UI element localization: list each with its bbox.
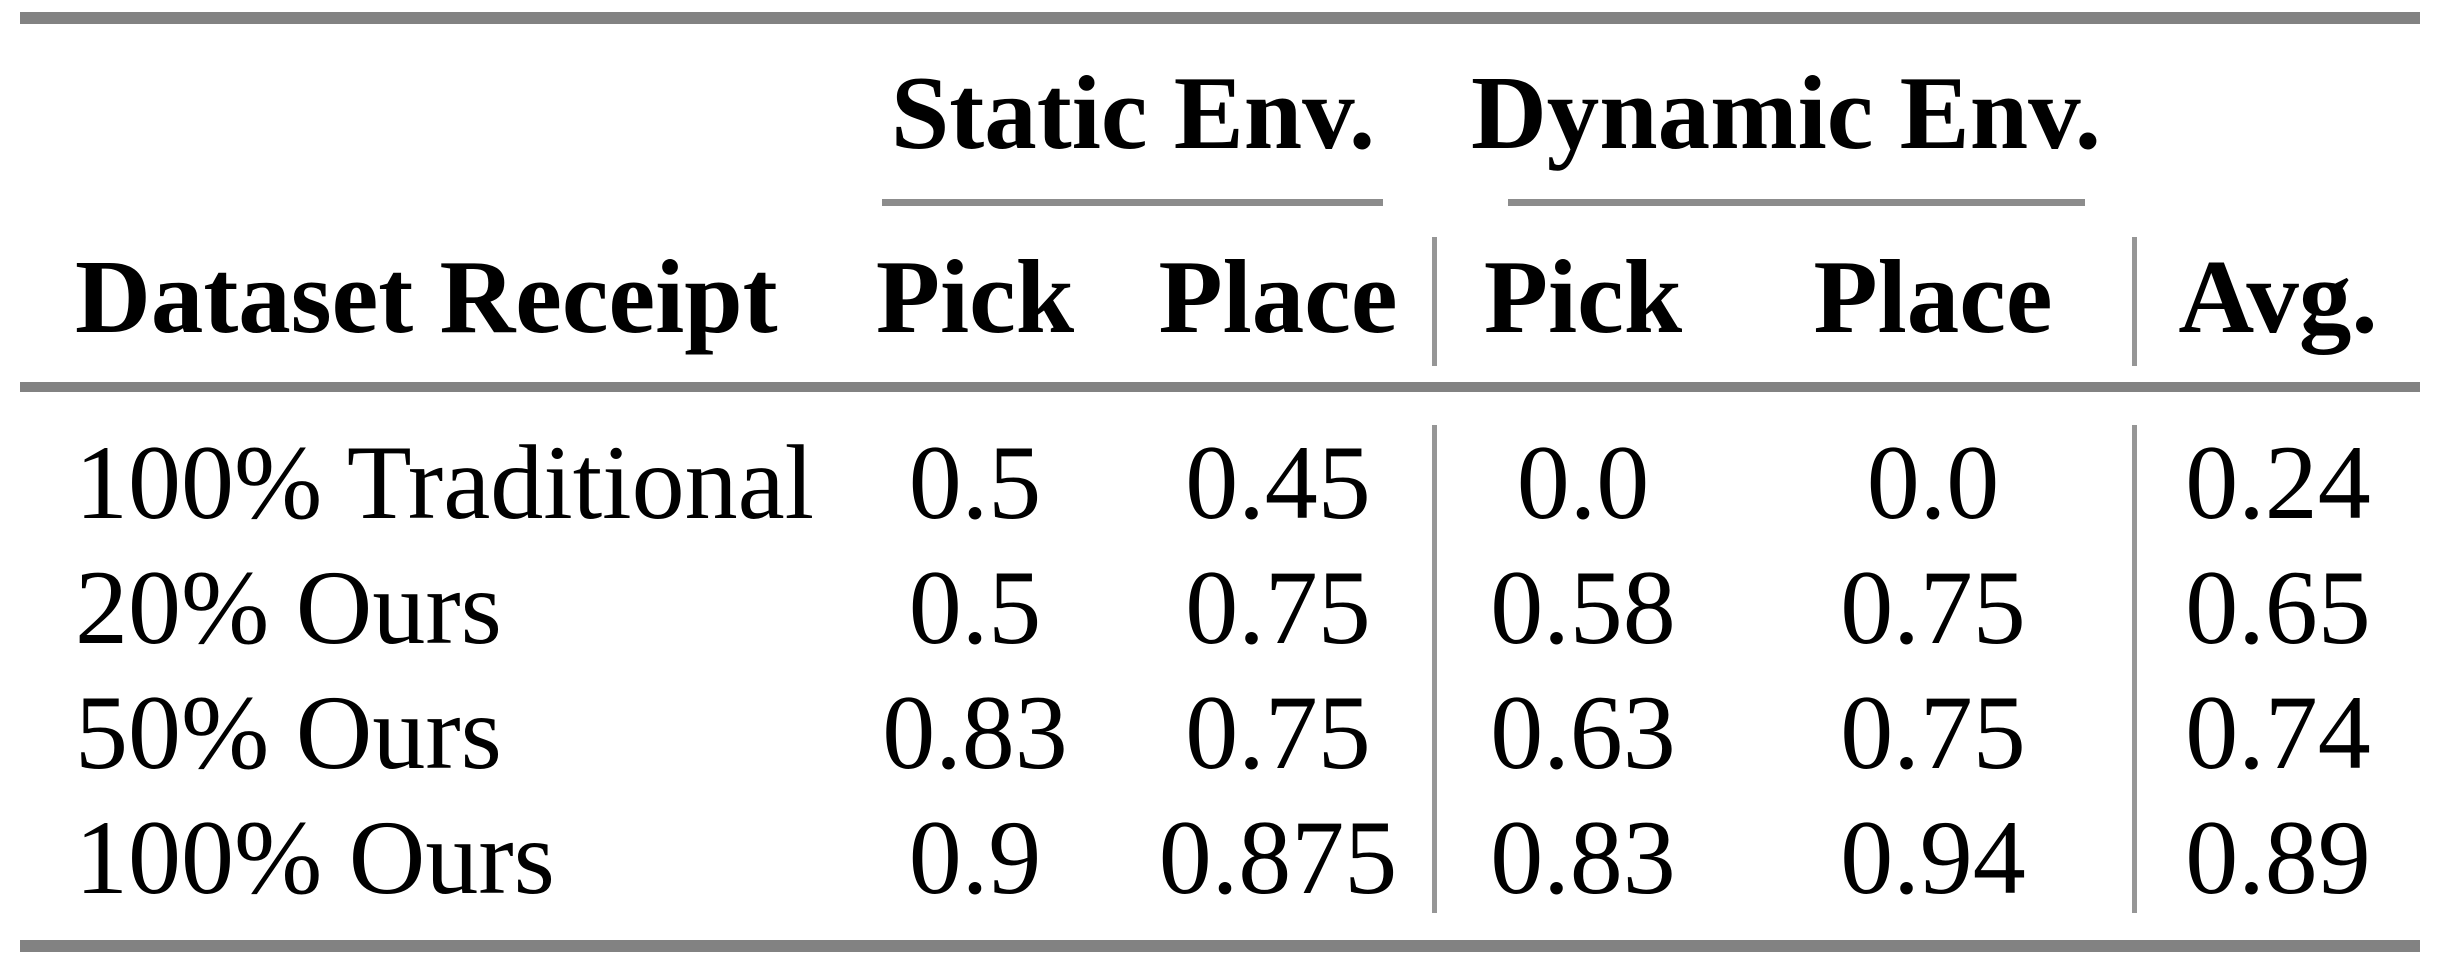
- dynamic-env-cmidrule: [1508, 199, 2085, 206]
- col-header-dynamic-pick: Pick: [1483, 237, 1683, 355]
- table-top-rule: [20, 12, 2420, 24]
- table-row: 20% Ours 0.5 0.75 0.58 0.75 0.65: [0, 545, 2440, 670]
- cell-dynamic-place: 0.75: [1840, 673, 2026, 791]
- cell-dynamic-place: 0.94: [1840, 798, 2026, 916]
- table-row: 100% Traditional 0.5 0.45 0.0 0.0 0.24: [0, 420, 2440, 545]
- cell-static-pick: 0.5: [908, 423, 1042, 541]
- cell-dynamic-pick: 0.0: [1516, 423, 1650, 541]
- cell-avg: 0.89: [2185, 798, 2371, 916]
- cell-avg: 0.24: [2185, 423, 2371, 541]
- col-header-static-pick: Pick: [875, 237, 1075, 355]
- cell-dynamic-place: 0.75: [1840, 548, 2026, 666]
- vertical-separator-2-body: [2132, 425, 2137, 913]
- group-header-static-env: Static Env.: [890, 54, 1376, 171]
- row-label: 100% Ours: [75, 798, 555, 916]
- static-env-cmidrule: [882, 199, 1383, 206]
- cell-static-pick: 0.5: [908, 548, 1042, 666]
- cell-static-pick: 0.9: [908, 798, 1042, 916]
- col-header-dataset-receipt: Dataset Receipt: [75, 237, 778, 355]
- col-header-static-place: Place: [1158, 237, 1398, 355]
- cell-avg: 0.65: [2185, 548, 2371, 666]
- row-label: 20% Ours: [75, 548, 502, 666]
- group-header-row: Static Env. Dynamic Env.: [0, 50, 2440, 175]
- vertical-separator-1-header: [1432, 237, 1437, 366]
- cell-dynamic-pick: 0.58: [1490, 548, 1676, 666]
- cell-static-place: 0.45: [1185, 423, 1371, 541]
- col-header-avg: Avg.: [2178, 237, 2378, 355]
- cell-static-place: 0.75: [1185, 673, 1371, 791]
- vertical-separator-2-header: [2132, 237, 2137, 366]
- cell-dynamic-place: 0.0: [1866, 423, 2000, 541]
- table-row: 100% Ours 0.9 0.875 0.83 0.94 0.89: [0, 795, 2440, 920]
- vertical-separator-1-body: [1432, 425, 1437, 913]
- table-row: 50% Ours 0.83 0.75 0.63 0.75 0.74: [0, 670, 2440, 795]
- cell-static-place: 0.75: [1185, 548, 1371, 666]
- cell-avg: 0.74: [2185, 673, 2371, 791]
- group-header-dynamic-env: Dynamic Env.: [1470, 54, 2102, 171]
- cell-dynamic-pick: 0.63: [1490, 673, 1676, 791]
- row-label: 50% Ours: [75, 673, 502, 791]
- table-bottom-rule: [20, 940, 2420, 952]
- table-mid-rule: [20, 382, 2420, 392]
- column-header-row: Dataset Receipt Pick Place Pick Place Av…: [0, 233, 2440, 359]
- col-header-dynamic-place: Place: [1813, 237, 2053, 355]
- cell-dynamic-pick: 0.83: [1490, 798, 1676, 916]
- cell-static-pick: 0.83: [882, 673, 1068, 791]
- row-label: 100% Traditional: [75, 423, 815, 541]
- cell-static-place: 0.875: [1158, 798, 1398, 916]
